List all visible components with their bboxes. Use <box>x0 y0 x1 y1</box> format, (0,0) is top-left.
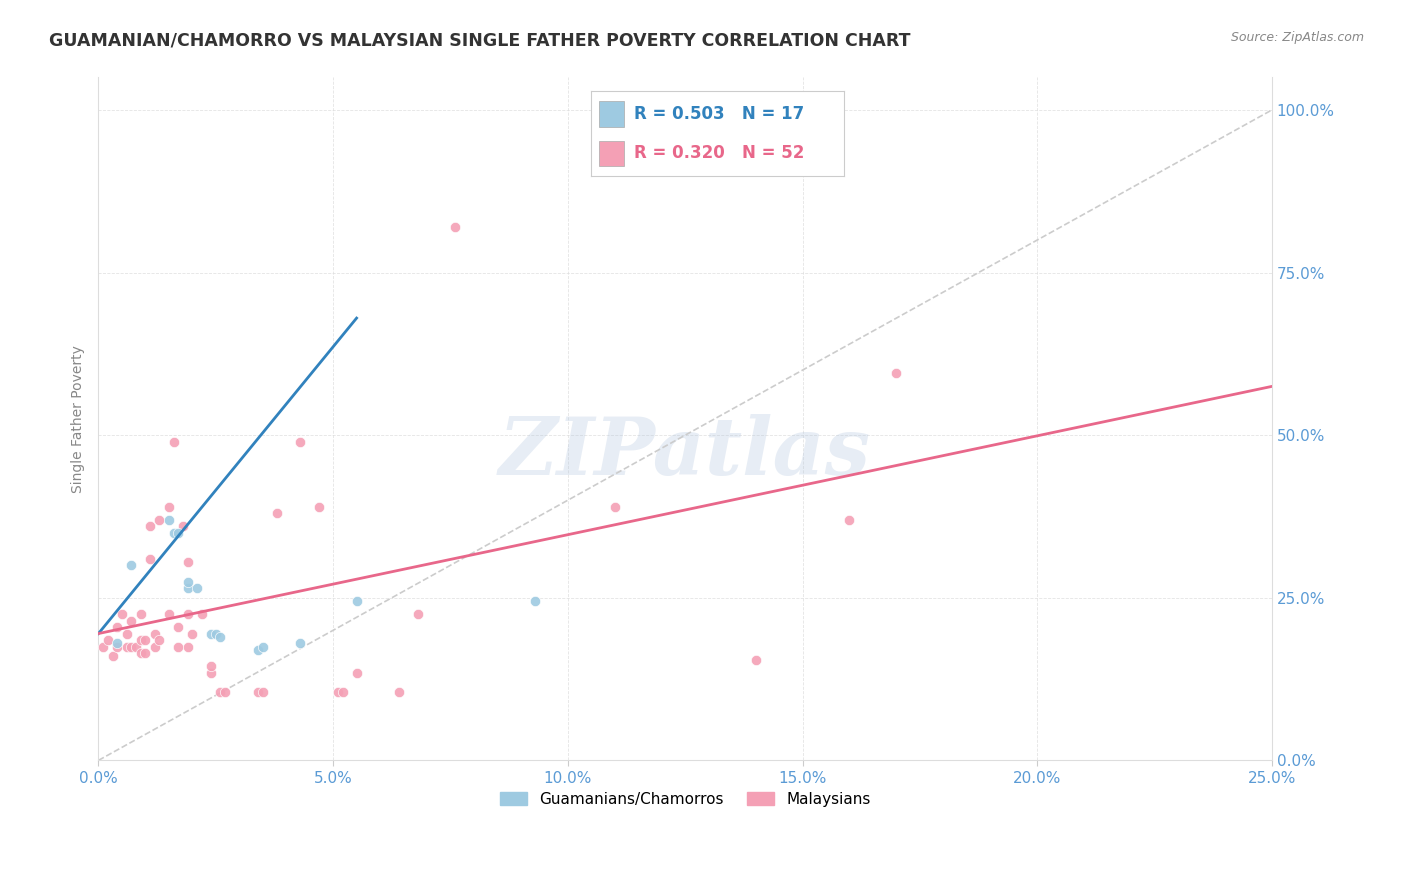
Point <box>134 646 156 660</box>
Point <box>97 633 120 648</box>
Point <box>186 581 208 595</box>
Point <box>176 607 198 621</box>
Point <box>346 594 368 608</box>
Point <box>326 685 349 699</box>
Point <box>176 555 198 569</box>
Text: ZIPatlas: ZIPatlas <box>499 414 872 491</box>
Point <box>162 434 184 449</box>
Point <box>105 640 128 654</box>
Point <box>252 640 274 654</box>
Point <box>247 685 270 699</box>
Point <box>523 594 546 608</box>
Point <box>167 620 190 634</box>
Point <box>101 649 124 664</box>
Point <box>129 646 152 660</box>
Point <box>388 685 411 699</box>
Point <box>172 519 194 533</box>
Point <box>886 367 908 381</box>
Point <box>190 607 212 621</box>
Point <box>157 513 180 527</box>
Point <box>838 513 860 527</box>
Point <box>247 642 270 657</box>
Point <box>157 607 180 621</box>
Point <box>308 500 330 514</box>
Point <box>139 551 162 566</box>
Point <box>200 665 222 680</box>
Point <box>120 640 142 654</box>
Point <box>91 640 114 654</box>
Point <box>111 607 134 621</box>
Point <box>176 581 198 595</box>
Point <box>176 574 198 589</box>
Point <box>651 122 673 136</box>
Point <box>332 685 354 699</box>
Point <box>167 525 190 540</box>
Point <box>167 640 190 654</box>
Point <box>176 640 198 654</box>
Point <box>143 626 166 640</box>
Point <box>115 640 138 654</box>
Point <box>444 220 467 235</box>
Point <box>162 525 184 540</box>
Point <box>115 626 138 640</box>
Legend: Guamanians/Chamorros, Malaysians: Guamanians/Chamorros, Malaysians <box>492 784 879 814</box>
Point <box>346 665 368 680</box>
Point <box>139 519 162 533</box>
Text: GUAMANIAN/CHAMORRO VS MALAYSIAN SINGLE FATHER POVERTY CORRELATION CHART: GUAMANIAN/CHAMORRO VS MALAYSIAN SINGLE F… <box>49 31 911 49</box>
Point <box>134 633 156 648</box>
Point <box>129 607 152 621</box>
Point <box>157 500 180 514</box>
Text: Source: ZipAtlas.com: Source: ZipAtlas.com <box>1230 31 1364 45</box>
Point <box>214 685 236 699</box>
Point <box>209 685 232 699</box>
Point <box>181 626 204 640</box>
Point <box>120 614 142 628</box>
Point <box>406 607 429 621</box>
Point <box>200 659 222 673</box>
Point <box>105 620 128 634</box>
Point <box>252 685 274 699</box>
Point <box>204 626 226 640</box>
Point <box>120 558 142 573</box>
Y-axis label: Single Father Poverty: Single Father Poverty <box>72 345 86 493</box>
Point <box>290 636 312 650</box>
Point <box>125 640 148 654</box>
Point <box>105 636 128 650</box>
Point <box>603 500 626 514</box>
Point <box>129 633 152 648</box>
Point <box>143 640 166 654</box>
Point <box>148 633 170 648</box>
Point <box>148 513 170 527</box>
Point <box>200 626 222 640</box>
Point <box>744 652 766 666</box>
Point <box>266 506 288 520</box>
Point <box>209 630 232 644</box>
Point <box>290 434 312 449</box>
